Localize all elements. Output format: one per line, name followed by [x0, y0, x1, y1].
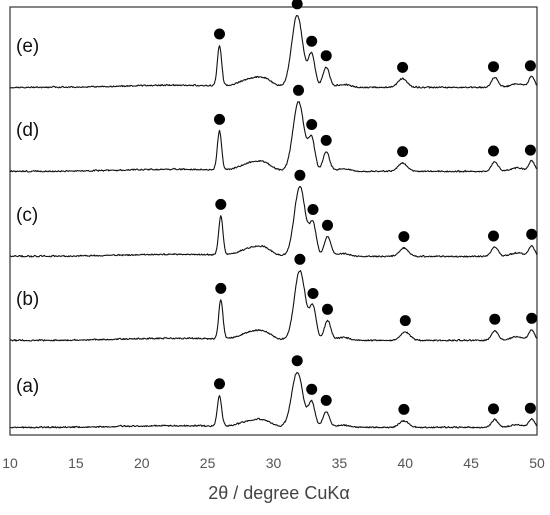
series-trace-1	[9, 270, 538, 342]
peak-marker	[526, 228, 538, 240]
series-label: (b)	[16, 289, 39, 310]
x-tick-label: 25	[200, 455, 216, 471]
peak-marker	[215, 198, 227, 210]
peak-marker	[399, 315, 411, 327]
peak-marker	[488, 230, 499, 242]
peak-marker	[214, 113, 225, 125]
series-label: (d)	[16, 120, 39, 141]
peak-marker	[214, 28, 225, 40]
trace-layer	[9, 14, 538, 429]
peak-marker	[306, 383, 318, 395]
peak-marker	[215, 282, 227, 294]
peak-marker	[320, 394, 332, 406]
series-trace-2	[9, 185, 538, 258]
series-label: (a)	[16, 376, 39, 397]
peak-marker	[294, 253, 306, 265]
x-tick-label: 35	[332, 455, 348, 471]
peak-marker	[307, 288, 319, 299]
x-tick-label: 40	[398, 455, 414, 471]
peak-marker	[214, 378, 225, 390]
peak-marker	[293, 84, 304, 96]
series-trace-0	[10, 371, 538, 429]
peak-marker	[526, 312, 538, 324]
marker-layer	[214, 0, 538, 415]
peak-marker	[397, 146, 409, 158]
peak-marker	[291, 355, 303, 367]
peak-marker	[322, 303, 333, 315]
x-axis-ticks: 10 15 20 25 30 35 40 45 50	[2, 455, 545, 471]
peak-marker	[524, 402, 536, 414]
peak-marker	[488, 61, 499, 73]
series-label: (c)	[16, 205, 38, 226]
peak-marker	[489, 313, 501, 325]
peak-marker	[524, 60, 536, 72]
x-tick-label: 45	[463, 455, 479, 471]
x-axis-title: 2θ / degree CuKα	[208, 483, 350, 503]
peak-marker	[291, 0, 303, 10]
series-label-layer: (a) (b) (c) (d) (e)	[16, 36, 39, 397]
x-tick-label: 30	[266, 455, 282, 471]
x-tick-label: 10	[2, 455, 18, 471]
peak-marker	[306, 35, 318, 47]
series-trace-3	[9, 101, 538, 173]
peak-marker	[306, 119, 318, 130]
peak-marker	[320, 134, 332, 146]
x-tick-label: 50	[529, 455, 545, 471]
plot-frame	[9, 6, 538, 436]
peak-marker	[307, 204, 319, 215]
series-label: (e)	[16, 36, 39, 57]
peak-marker	[320, 50, 332, 62]
peak-marker	[398, 231, 410, 243]
peak-marker	[294, 169, 306, 181]
series-trace-4	[9, 14, 538, 89]
peak-marker	[398, 403, 410, 415]
peak-marker	[488, 403, 499, 415]
x-tick-label: 20	[134, 455, 150, 471]
peak-marker	[488, 145, 499, 157]
peak-marker	[397, 61, 409, 73]
peak-marker	[524, 144, 536, 156]
peak-marker	[322, 219, 333, 231]
x-tick-label: 15	[68, 455, 84, 471]
